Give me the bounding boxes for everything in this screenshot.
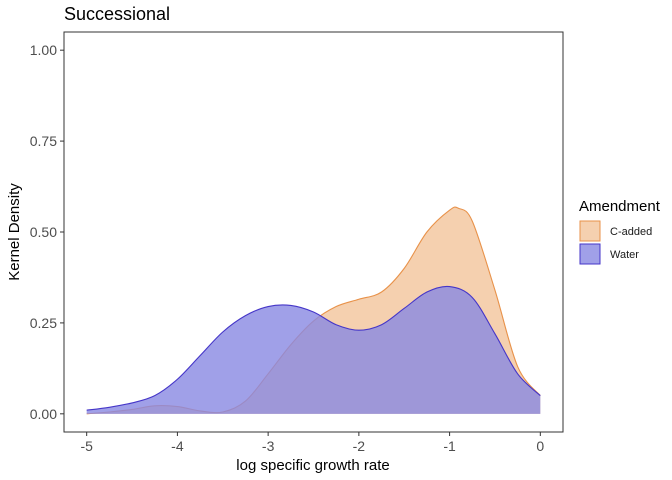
legend-key-c-added (579, 220, 601, 242)
x-tick-label: -5 (80, 438, 93, 454)
y-tick-label: 0.50 (30, 224, 57, 240)
plot-area (63, 31, 564, 433)
legend-label-c-added: C-added (610, 226, 652, 238)
x-tick-label: -3 (262, 438, 275, 454)
y-axis: 0.00 0.25 0.50 0.75 1.00 (30, 42, 64, 422)
chart-title: Successional (64, 4, 170, 24)
y-tick-label: 0.75 (30, 133, 57, 149)
x-tick-label: -4 (171, 438, 184, 454)
x-tick-label: -1 (443, 438, 456, 454)
density-area-water (86, 286, 541, 414)
y-tick-label: 0.00 (30, 406, 57, 422)
y-tick-label: 1.00 (30, 42, 57, 58)
legend-label-water: Water (610, 249, 639, 261)
x-axis-title: log specific growth rate (236, 457, 389, 474)
y-tick-label: 0.25 (30, 315, 57, 331)
legend-entries: C-added Water (579, 220, 652, 265)
legend-title: Amendment (579, 198, 661, 215)
legend: Amendment C-added Water (579, 198, 661, 265)
y-axis-title: Kernel Density (6, 183, 23, 281)
x-tick-label: -2 (353, 438, 366, 454)
density-line-water (86, 285, 541, 411)
legend-key-water (579, 243, 601, 265)
x-axis: -5 -4 -3 -2 -1 0 (80, 432, 544, 454)
x-tick-label: 0 (536, 438, 544, 454)
series-layer (86, 206, 541, 415)
